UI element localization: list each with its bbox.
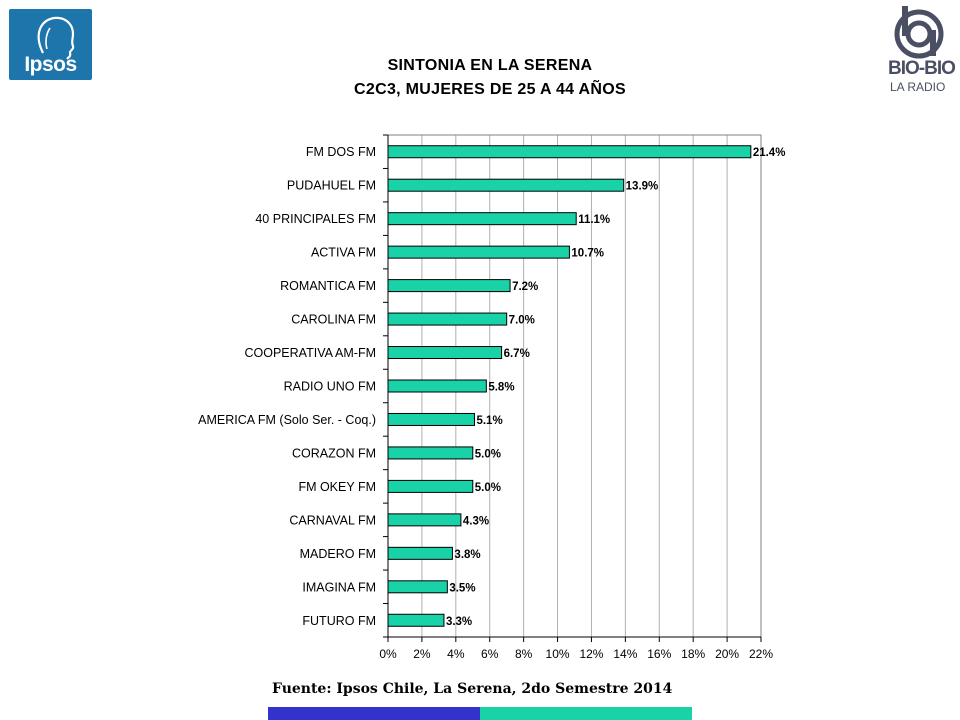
- data-label: 11.1%: [578, 214, 610, 226]
- biobio-mark-icon: [894, 6, 944, 59]
- category-label: PUDAHUEL FM: [287, 179, 376, 193]
- data-label: 5.8%: [488, 382, 514, 394]
- bar: [387, 312, 508, 326]
- category-label: 40 PRINCIPALES FM: [255, 212, 376, 226]
- bar: [387, 479, 474, 493]
- bar: [387, 212, 577, 226]
- data-label: 3.8%: [454, 549, 480, 561]
- x-tick-label: 4%: [447, 647, 465, 661]
- bar: [387, 546, 453, 560]
- bar: [387, 346, 503, 360]
- x-tick-label: 8%: [515, 647, 533, 661]
- ipsos-head-icon: [37, 16, 75, 60]
- biobio-logo-tagline: LA RADIO: [890, 80, 946, 94]
- data-label: 5.1%: [476, 415, 502, 427]
- x-tick-label: 6%: [481, 647, 499, 661]
- category-label: FM OKEY FM: [298, 480, 376, 494]
- data-label: 10.7%: [571, 248, 604, 260]
- data-label: 7.2%: [512, 281, 538, 293]
- bar: [387, 145, 752, 159]
- x-tick-label: 20%: [715, 647, 739, 661]
- category-label: CAROLINA FM: [291, 313, 376, 327]
- data-label: 6.7%: [504, 348, 530, 360]
- data-label: 5.0%: [475, 482, 501, 494]
- bar: [387, 446, 474, 460]
- category-label: MADERO FM: [300, 547, 376, 561]
- x-tick-label: 16%: [647, 647, 671, 661]
- x-tick-label: 2%: [413, 647, 431, 661]
- bar: [387, 412, 475, 426]
- chart-title-line2: C2C3, MUJERES DE 25 A 44 AÑOS: [354, 81, 626, 98]
- footer-stripe-green: [480, 707, 692, 720]
- ipsos-logo-text: Ipsos: [24, 53, 77, 76]
- x-tick-label: 18%: [681, 647, 705, 661]
- bar: [387, 580, 448, 594]
- category-label: CARNAVAL FM: [289, 513, 376, 527]
- data-label: 3.3%: [446, 616, 472, 628]
- bar: [387, 178, 625, 192]
- x-tick-label: 14%: [613, 647, 637, 661]
- data-label: 5.0%: [475, 448, 501, 460]
- data-label: 4.3%: [463, 515, 489, 527]
- x-tick-label: 22%: [749, 647, 773, 661]
- category-label: FUTURO FM: [302, 614, 376, 628]
- category-label: RADIO UNO FM: [284, 380, 376, 394]
- footer-stripe-blue: [268, 707, 480, 720]
- data-label: 21.4%: [753, 147, 786, 159]
- x-tick-label: 10%: [546, 647, 570, 661]
- chart-title-line1: SINTONIA EN LA SERENA: [387, 57, 593, 74]
- source-note: Fuente: Ipsos Chile, La Serena, 2do Seme…: [272, 681, 673, 697]
- bar: [387, 245, 570, 259]
- category-label: IMAGINA FM: [302, 580, 376, 594]
- category-label: AMERICA FM (Solo Ser. - Coq.): [198, 413, 376, 427]
- bar: [387, 279, 511, 293]
- data-label: 3.5%: [449, 582, 475, 594]
- biobio-logo-name: BIO-BIO: [888, 58, 956, 79]
- bar: [387, 513, 462, 527]
- bar: [387, 613, 445, 627]
- bar: [387, 379, 487, 393]
- category-label: ROMANTICA FM: [280, 279, 376, 293]
- data-label: 13.9%: [626, 181, 659, 193]
- category-label: FM DOS FM: [306, 145, 376, 159]
- category-label: CORAZON FM: [292, 446, 376, 460]
- x-tick-label: 0%: [379, 647, 397, 661]
- ipsos-logo: Ipsos: [9, 9, 92, 80]
- x-tick-label: 12%: [579, 647, 603, 661]
- category-label: COOPERATIVA AM-FM: [245, 346, 377, 360]
- data-label: 7.0%: [509, 315, 535, 327]
- biobio-logo: BIO-BIO LA RADIO: [884, 4, 956, 104]
- category-label: ACTIVA FM: [311, 246, 376, 260]
